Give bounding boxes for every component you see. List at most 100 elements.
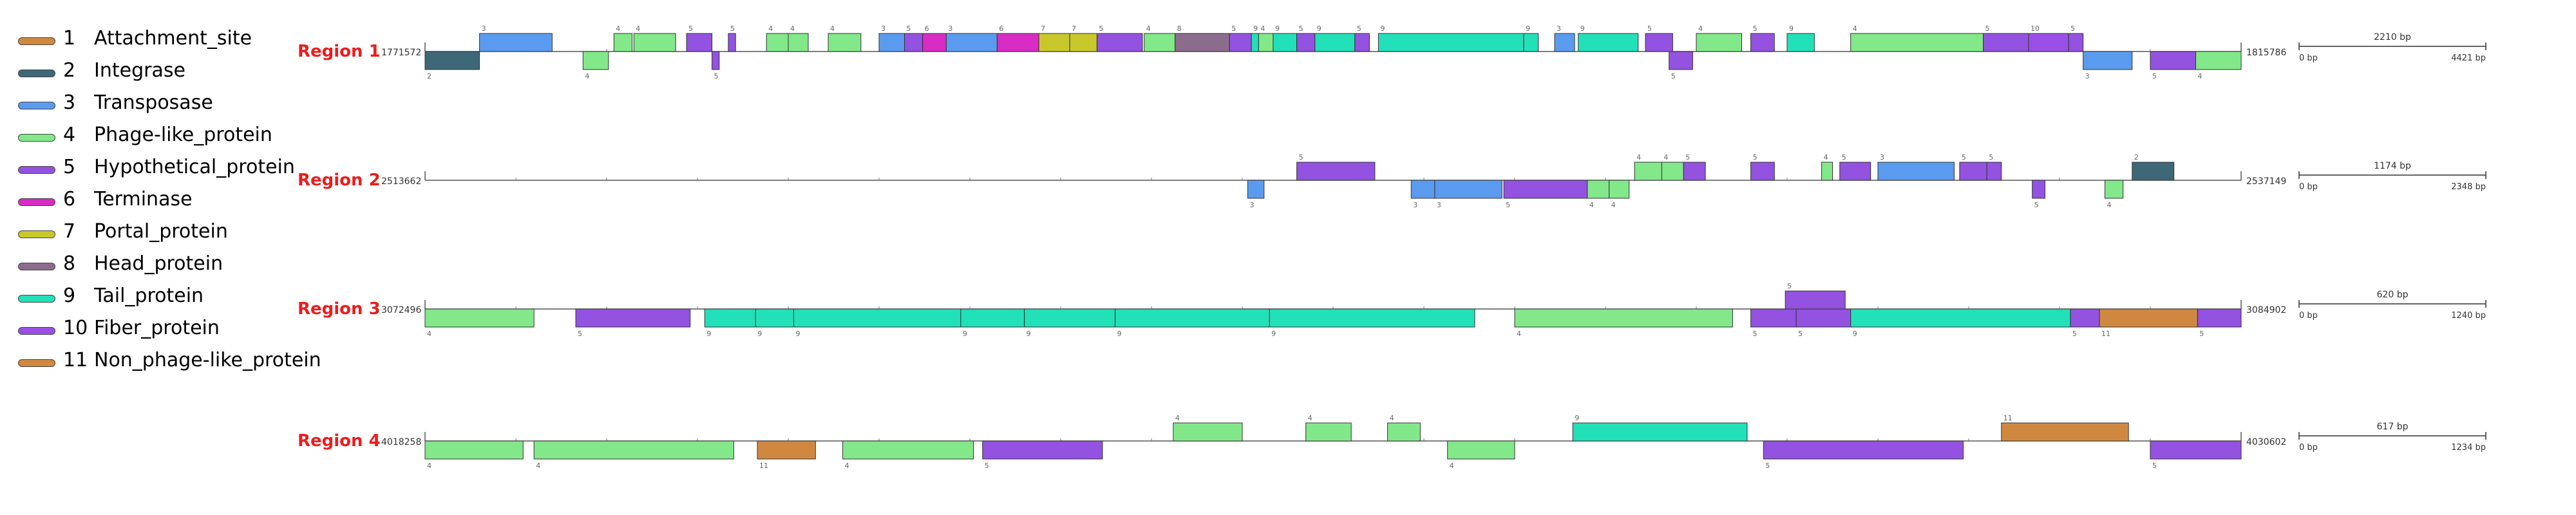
- legend-label: Non_phage-like_protein: [94, 349, 321, 371]
- gene-block: [960, 308, 1025, 328]
- legend-label: Transposase: [94, 91, 213, 114]
- gene-block: [1247, 180, 1265, 199]
- gene-block: [1786, 33, 1815, 52]
- gene-type-label: 5: [1299, 24, 1303, 33]
- gene-type-label: 5: [1506, 201, 1510, 209]
- legend-item: 2 Integrase: [13, 58, 348, 84]
- gene-type-label: 9: [1575, 414, 1579, 422]
- legend-number: 1: [63, 27, 76, 50]
- legend-number: 8: [63, 252, 76, 275]
- region-label: Region 2: [298, 171, 381, 190]
- gene-type-label: 5: [1357, 24, 1361, 33]
- gene-block: [1763, 440, 1964, 460]
- gene-type-label: 4: [1698, 24, 1703, 33]
- gene-block: [1251, 33, 1259, 52]
- gene-type-label: 5: [1787, 282, 1792, 290]
- gene-type-label: 5: [1299, 153, 1303, 162]
- gene-block: [945, 33, 998, 52]
- gene-type-label: 5: [1989, 153, 1993, 162]
- gene-type-label: 11: [2003, 414, 2012, 422]
- gene-block: [1750, 162, 1775, 181]
- gene-block: [788, 33, 809, 52]
- gene-type-label: 3: [1413, 201, 1417, 209]
- gene-type-label: 5: [1798, 330, 1803, 338]
- region-start: 2513662: [381, 176, 421, 187]
- region-label: Region 3: [298, 299, 381, 319]
- legend-item: 3 Transposase: [13, 90, 348, 116]
- region-start: 1771572: [381, 48, 421, 58]
- legend-label: Integrase: [94, 59, 185, 82]
- gene-type-label: 4: [636, 24, 640, 33]
- gene-block: [424, 440, 524, 460]
- gene-block: [1850, 33, 1984, 52]
- gene-block: [1378, 33, 1524, 52]
- gene-block: [2099, 308, 2198, 328]
- gene-block: [1144, 33, 1176, 52]
- gene-type-label: 5: [578, 330, 582, 338]
- gene-type-label: 9: [706, 330, 711, 338]
- gene-type-label: 5: [730, 24, 735, 33]
- gene-type-label: 3: [1880, 153, 1884, 162]
- gene-block: [582, 51, 609, 70]
- scale-bar-max: 4421 bp: [2451, 53, 2486, 63]
- gene-type-label: 5: [714, 72, 719, 80]
- scale-bar-max: 2348 bp: [2451, 182, 2486, 192]
- gene-type-label: 9: [1275, 24, 1280, 33]
- legend-number: 2: [63, 59, 76, 82]
- gene-type-label: 3: [948, 24, 952, 33]
- gene-block: [828, 33, 862, 52]
- scale-bar-min: 0 bp: [2299, 182, 2318, 192]
- gene-type-label: 4: [1663, 153, 1668, 162]
- gene-block: [424, 308, 535, 328]
- gene-type-label: 3: [482, 24, 486, 33]
- gene-type-label: 9: [795, 330, 800, 338]
- gene-block: [728, 33, 736, 52]
- gene-type-label: 4: [1390, 414, 1394, 422]
- scale-bar-min: 0 bp: [2299, 311, 2318, 321]
- gene-block: [1983, 33, 2029, 52]
- legend-item: 9 Tail_protein: [13, 283, 348, 309]
- gene-block: [1839, 162, 1871, 181]
- gene-block: [2132, 162, 2175, 181]
- gene-block: [1523, 33, 1539, 52]
- gene-type-label: 5: [1842, 153, 1846, 162]
- gene-block: [1785, 290, 1846, 310]
- gene-block: [479, 33, 553, 52]
- gene-block: [712, 51, 720, 70]
- gene-block: [1258, 33, 1274, 52]
- gene-block: [1069, 33, 1097, 52]
- gene-block: [575, 308, 691, 328]
- gene-block: [2028, 33, 2069, 52]
- gene-type-label: 5: [2199, 330, 2204, 338]
- gene-type-label: 11: [2101, 330, 2110, 338]
- gene-block: [766, 33, 789, 52]
- gene-type-label: 3: [1557, 24, 1561, 33]
- gene-type-label: 11: [759, 462, 768, 470]
- legend-swatch: [18, 166, 55, 174]
- gene-type-label: 9: [757, 330, 762, 338]
- gene-type-label: 3: [1437, 201, 1441, 209]
- legend-swatch: [18, 295, 55, 303]
- legend-number: 11: [63, 349, 88, 371]
- gene-type-label: 4: [768, 24, 773, 33]
- gene-block: [996, 33, 1039, 52]
- gene-type-label: 5: [1765, 462, 1770, 470]
- gene-type-label: 9: [1271, 330, 1276, 338]
- gene-block: [1587, 180, 1610, 199]
- legend-swatch: [18, 359, 55, 367]
- gene-block: [2195, 51, 2242, 70]
- gene-block: [1314, 33, 1356, 52]
- legend-number: 4: [63, 124, 76, 146]
- gene-block: [1795, 308, 1852, 328]
- gene-type-label: 4: [1260, 24, 1265, 33]
- gene-block: [424, 51, 480, 70]
- legend-number: 9: [63, 285, 76, 307]
- gene-block: [1175, 33, 1230, 52]
- gene-block: [1821, 162, 1833, 181]
- gene-block: [533, 440, 734, 460]
- gene-type-label: 5: [2152, 72, 2157, 80]
- legend-swatch: [18, 198, 55, 206]
- gene-type-label: 6: [925, 24, 929, 33]
- gene-type-label: 4: [2107, 201, 2112, 209]
- gene-type-label: 9: [1580, 24, 1585, 33]
